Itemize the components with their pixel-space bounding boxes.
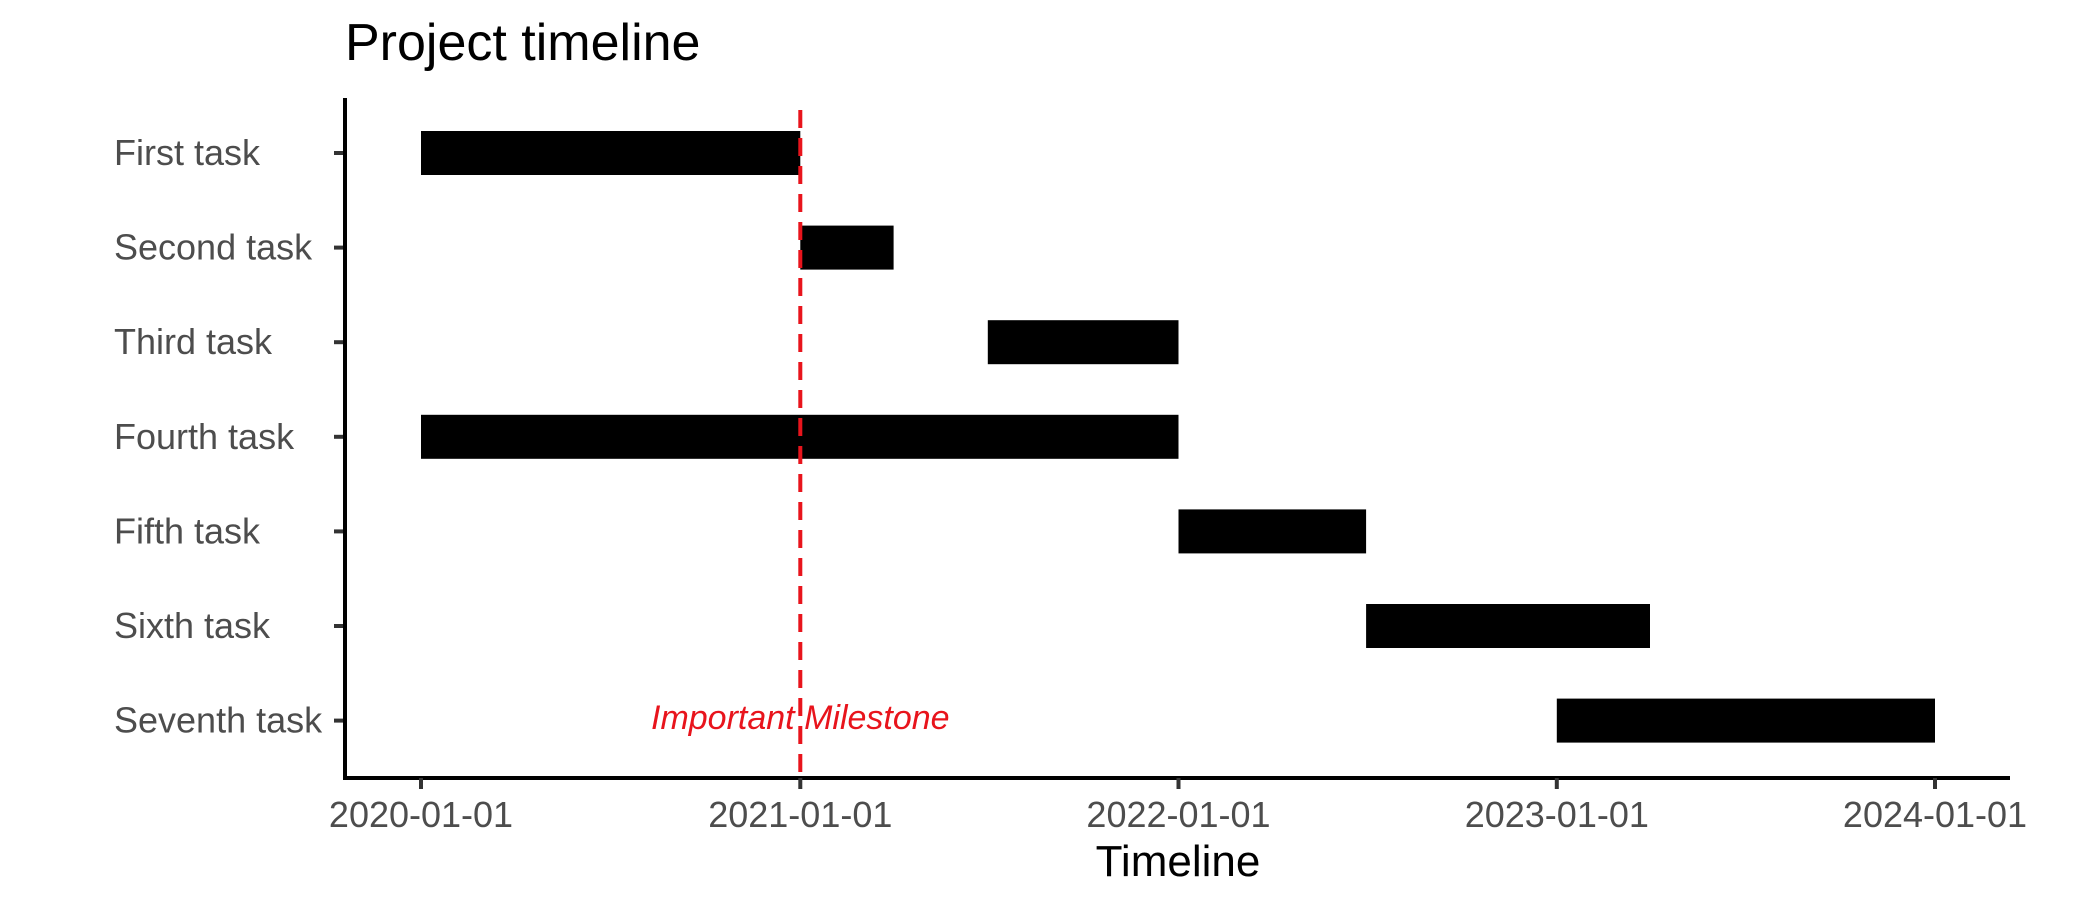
task-bar <box>987 320 1179 365</box>
task-bar <box>1556 698 1935 743</box>
x-tick-label: 2023-01-01 <box>1465 794 1649 835</box>
x-tick-label: 2020-01-01 <box>329 794 513 835</box>
task-bar <box>421 131 801 175</box>
y-tick-label: Fourth task <box>114 416 295 457</box>
milestone-label: Important Milestone <box>651 699 950 737</box>
y-axis: First task Second task Third task Fourth ta… <box>114 98 347 778</box>
task-bar <box>1178 509 1367 554</box>
y-tick-label: First task <box>114 132 261 173</box>
task-bar <box>800 225 894 270</box>
y-tick-label: Sixth task <box>114 605 271 646</box>
x-axis: 2020-01-01 2021-01-01 2022-01-01 2023-01-01… <box>329 776 2027 835</box>
x-tick-label: 2022-01-01 <box>1086 794 1270 835</box>
task-bars <box>421 131 1935 743</box>
y-tick-label: Third task <box>114 321 273 362</box>
task-bar <box>1366 604 1650 648</box>
x-axis-title: Timeline <box>1096 837 1261 886</box>
y-tick-label: Seventh task <box>114 700 323 741</box>
y-tick-label: Second task <box>114 227 313 268</box>
y-tick-label: Fifth task <box>114 510 261 551</box>
milestone-annotation: Important Milestone <box>651 110 950 778</box>
chart-title: Project timeline <box>345 14 700 72</box>
x-tick-label: 2021-01-01 <box>708 794 892 835</box>
x-tick-label: 2024-01-01 <box>1843 794 2027 835</box>
